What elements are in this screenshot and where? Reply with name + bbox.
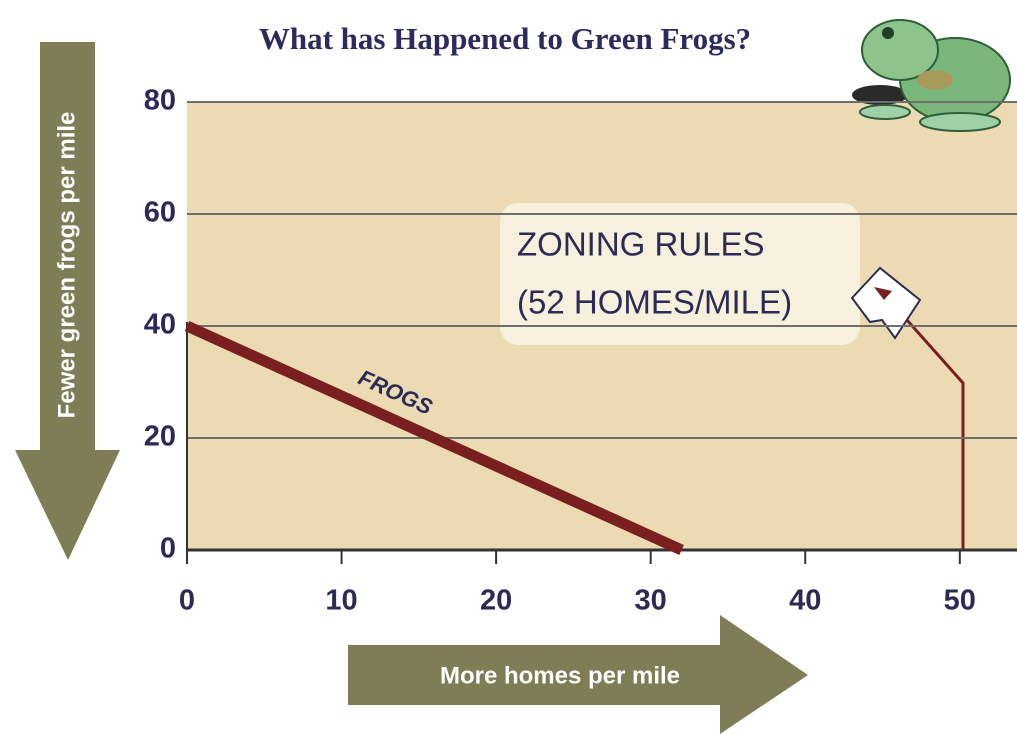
callout-text: ZONING RULES xyxy=(517,226,765,263)
y-tick-label: 40 xyxy=(144,309,176,341)
x-tick-label: 10 xyxy=(325,585,357,617)
x-tick-label: 30 xyxy=(635,585,667,617)
x-tick-label: 20 xyxy=(480,585,512,617)
y-axis-label: Fewer green frogs per mile xyxy=(53,112,80,419)
x-tick-label: 40 xyxy=(789,585,821,617)
y-tick-label: 80 xyxy=(144,85,176,117)
y-tick-label: 60 xyxy=(144,197,176,229)
frog-illustration xyxy=(852,20,1010,131)
callout-text: (52 HOMES/MILE) xyxy=(517,284,792,321)
x-tick-label: 0 xyxy=(179,585,195,617)
x-tick-label: 50 xyxy=(944,585,976,617)
y-tick-label: 20 xyxy=(144,421,176,453)
chart-title: What has Happened to Green Frogs? xyxy=(259,21,751,56)
callout-box xyxy=(500,203,860,345)
x-axis-label: More homes per mile xyxy=(440,662,680,689)
chart: What has Happened to Green Frogs? Fewer … xyxy=(0,0,1017,734)
y-tick-label: 0 xyxy=(160,533,176,565)
